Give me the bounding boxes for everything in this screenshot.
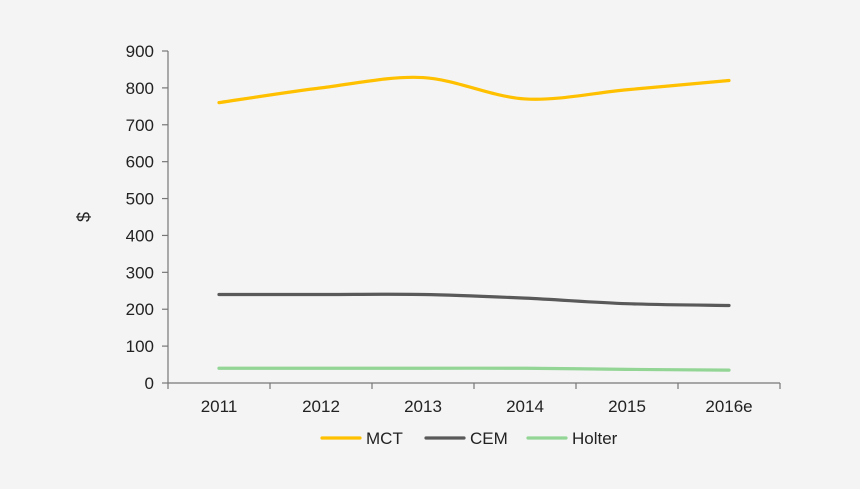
y-axis: 0 100 200 300 400 500 600 700 800 900 (126, 42, 169, 393)
data-point-mct (319, 86, 323, 90)
legend-label-cem: CEM (470, 429, 508, 448)
y-tick-label: 800 (126, 79, 154, 98)
data-point-holter (319, 367, 323, 370)
y-tick-label: 600 (126, 153, 154, 172)
legend-label-holter: Holter (572, 429, 618, 448)
data-point-holter (625, 368, 629, 371)
y-tick-label: 400 (126, 226, 154, 245)
series-line-holter (217, 366, 731, 372)
data-point-cem (421, 293, 425, 296)
series-line-mct (217, 75, 731, 105)
y-tick-label: 200 (126, 300, 154, 319)
data-point-mct (523, 97, 527, 101)
y-tick-label: 0 (145, 374, 154, 393)
data-point-cem (625, 302, 629, 305)
data-point-holter (523, 367, 527, 370)
x-tick-label: 2011 (201, 397, 238, 416)
x-tick-label: 2013 (404, 397, 442, 416)
x-tick-label: 2016e (705, 397, 752, 416)
data-point-cem (217, 293, 221, 296)
data-point-holter (421, 367, 425, 370)
x-tick-label: 2012 (302, 397, 340, 416)
series-lines (217, 75, 731, 372)
data-point-cem (319, 293, 323, 296)
data-point-cem (523, 296, 527, 300)
data-point-holter (217, 367, 221, 370)
y-tick-label: 300 (126, 263, 154, 282)
x-tick-label: 2015 (608, 397, 646, 416)
x-axis: 2011 2012 2013 2014 2015 2016e (167, 382, 781, 416)
y-tick-label: 100 (126, 337, 154, 356)
y-tick-label: 900 (126, 42, 154, 61)
data-point-mct (727, 79, 731, 82)
data-point-cem (727, 304, 731, 307)
data-point-mct (421, 76, 425, 79)
y-tick-label: 500 (126, 190, 154, 209)
data-point-mct (217, 101, 221, 104)
legend: MCT CEM Holter (320, 429, 618, 448)
data-point-holter (727, 368, 731, 372)
data-point-mct (625, 88, 629, 91)
y-tick-label: 700 (126, 116, 154, 135)
y-axis-title: $ (74, 212, 94, 222)
legend-label-mct: MCT (366, 429, 403, 448)
series-line-cem (217, 292, 731, 308)
x-tick-label: 2014 (506, 397, 544, 416)
